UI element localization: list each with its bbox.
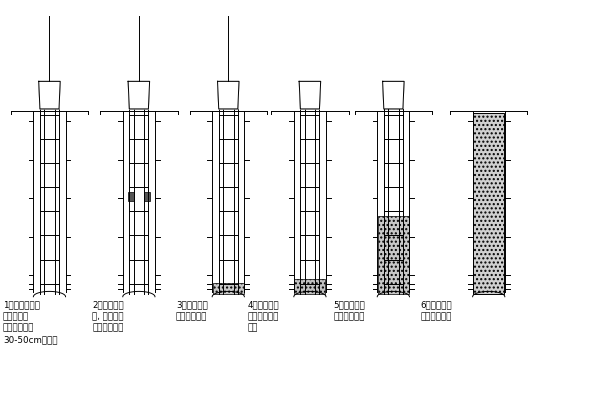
Bar bbox=[378, 216, 409, 294]
Bar bbox=[473, 113, 504, 294]
Text: 1、安设导管，
导管底部与
孔底之间留出
30-50cm空隙。: 1、安设导管， 导管底部与 孔底之间留出 30-50cm空隙。 bbox=[3, 300, 58, 344]
Bar bbox=[294, 279, 325, 294]
Polygon shape bbox=[383, 81, 404, 109]
Text: 6、砼灌注完
毕拔出导管。: 6、砼灌注完 毕拔出导管。 bbox=[420, 300, 452, 321]
Text: 2、悬挂隔水
栓, 使其与导
管水面紧贴。: 2、悬挂隔水 栓, 使其与导 管水面紧贴。 bbox=[92, 300, 124, 332]
Text: 3、漏斗盛满
首批封底砼。: 3、漏斗盛满 首批封底砼。 bbox=[176, 300, 207, 321]
Polygon shape bbox=[128, 81, 150, 109]
Polygon shape bbox=[39, 81, 60, 109]
Polygon shape bbox=[299, 81, 321, 109]
Bar bbox=[128, 192, 134, 201]
Polygon shape bbox=[218, 81, 239, 109]
Text: 5、连续灌注
砼上提导管。: 5、连续灌注 砼上提导管。 bbox=[334, 300, 365, 321]
Text: 4、剪断铁丝
隔水栓下落孔
底。: 4、剪断铁丝 隔水栓下落孔 底。 bbox=[247, 300, 279, 332]
Bar bbox=[213, 283, 244, 294]
Bar bbox=[144, 192, 150, 201]
